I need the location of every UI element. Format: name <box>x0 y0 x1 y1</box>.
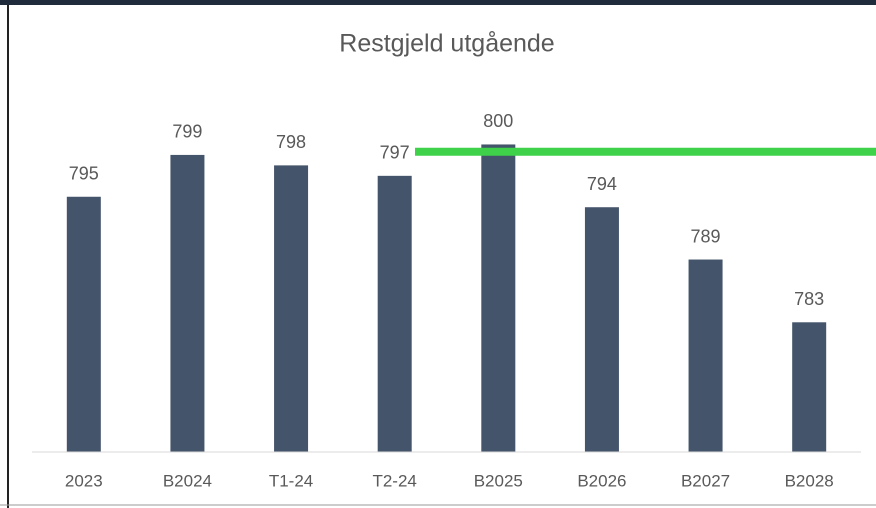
bar <box>66 196 101 452</box>
value-label: 798 <box>276 132 306 152</box>
bar <box>274 165 309 452</box>
value-label: 795 <box>69 164 99 184</box>
bar <box>792 322 827 452</box>
bar <box>584 207 619 452</box>
value-label: 797 <box>380 143 410 163</box>
value-label: 789 <box>691 226 721 246</box>
x-tick-label: T1-24 <box>269 471 313 490</box>
value-label: 794 <box>587 174 617 194</box>
value-label: 799 <box>172 122 202 142</box>
x-tick-label: 2023 <box>65 471 103 490</box>
x-tick-label: B2026 <box>577 471 626 490</box>
bar <box>688 259 723 452</box>
bar <box>170 154 205 452</box>
x-tick-label: B2024 <box>163 471 212 490</box>
bar <box>377 175 412 452</box>
x-tick-label: T2-24 <box>372 471 416 490</box>
bar <box>481 144 516 453</box>
value-label: 783 <box>794 289 824 309</box>
value-label: 800 <box>483 111 513 131</box>
x-tick-label: B2027 <box>681 471 730 490</box>
x-tick-label: B2025 <box>474 471 523 490</box>
x-tick-label: B2028 <box>785 471 834 490</box>
chart-title: Restgjeld utgående <box>339 30 554 58</box>
top-border <box>0 0 876 5</box>
